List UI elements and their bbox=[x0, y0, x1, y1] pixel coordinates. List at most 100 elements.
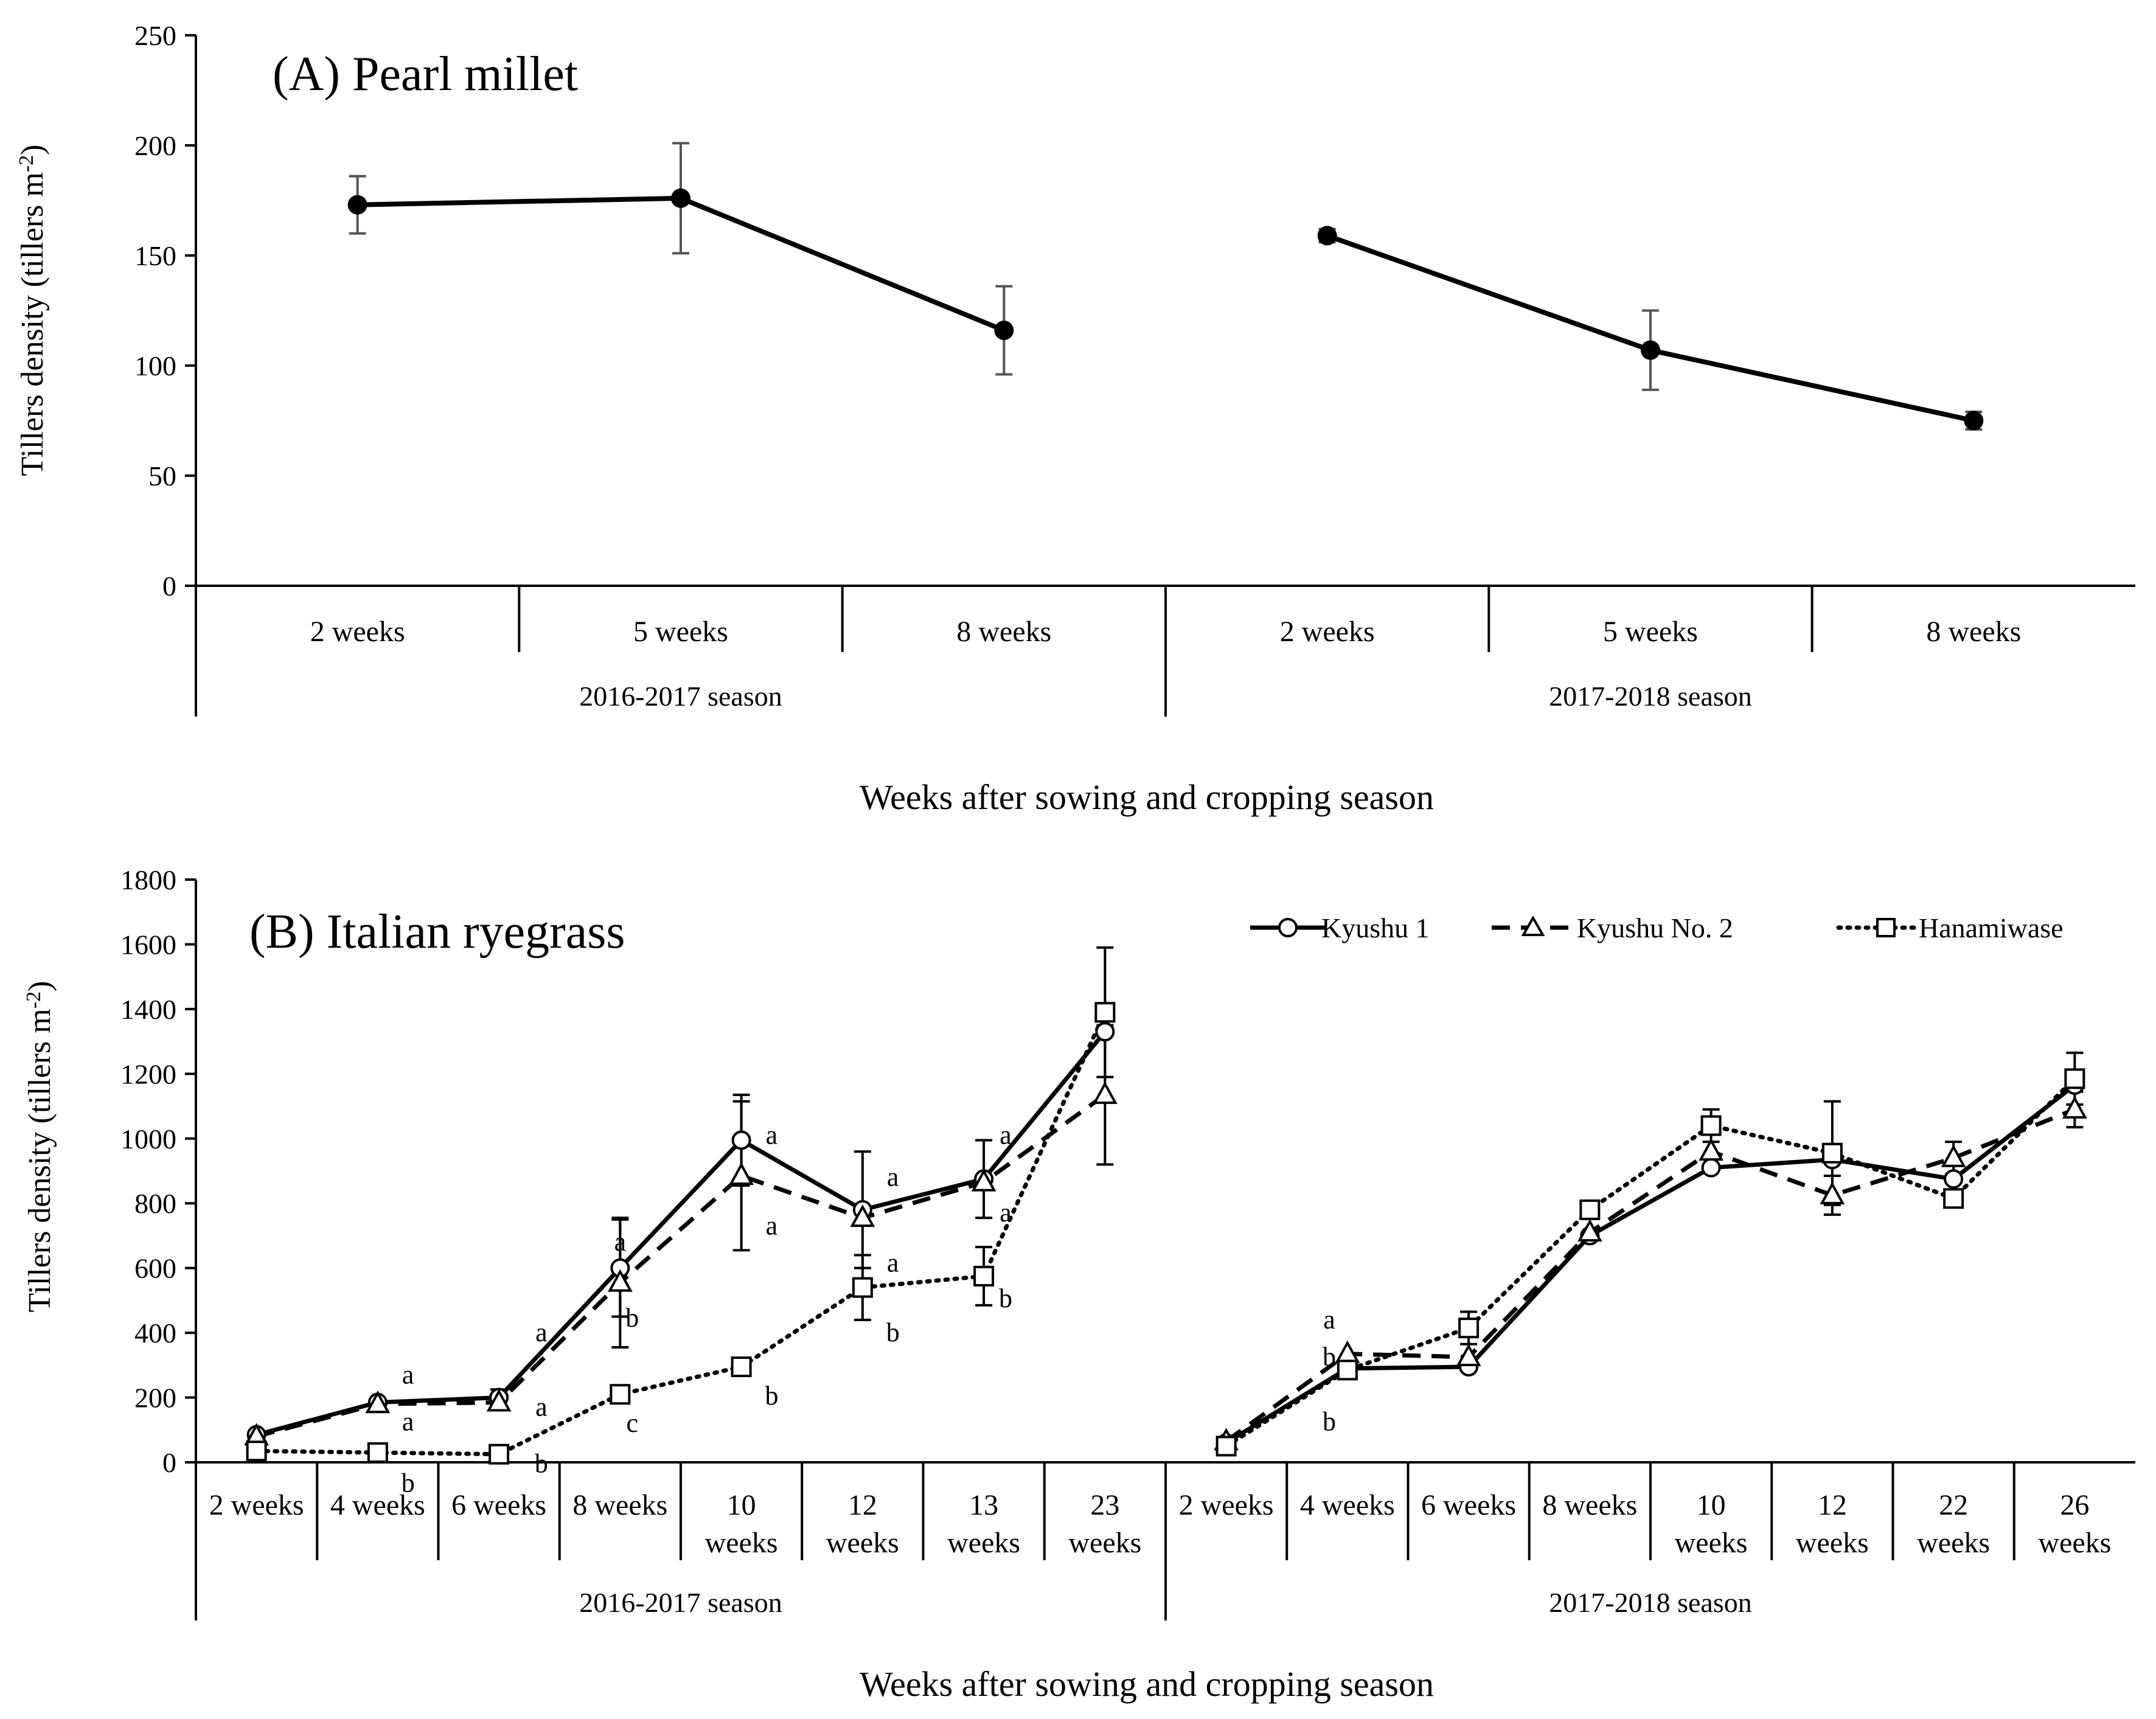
panel-b-point-hanamiwase bbox=[610, 1384, 631, 1405]
panel-b-point-hanamiwase bbox=[1458, 1318, 1480, 1339]
legend-marker-kyushu-no-2 bbox=[1521, 915, 1545, 936]
panel-a-y-axis-title-end: ) bbox=[15, 145, 50, 155]
panel-a-season-label: 2017-2018 season bbox=[1549, 681, 1751, 712]
panel-b-series-line-kyushu-1 bbox=[1225, 1083, 2076, 1445]
panel-b-y-axis-title-superscript: -2 bbox=[23, 991, 45, 1009]
panel-b-point-kyushu-no-2 bbox=[486, 1389, 512, 1412]
panel-a-y-axis-title-superscript: -2 bbox=[15, 155, 38, 172]
legend-marker-hanamiwase bbox=[1876, 918, 1896, 937]
panel-a-y-tick-label: 100 bbox=[134, 350, 176, 381]
panel-b-y-tick-label: 1000 bbox=[120, 1123, 176, 1155]
panel-b-y-tick-label: 0 bbox=[162, 1447, 176, 1478]
panel-b-x-tick-label: 8 weeks bbox=[1542, 1489, 1637, 1521]
panel-b-x-tick-label: weeks bbox=[1917, 1527, 1990, 1559]
panel-b-x-tick-label: weeks bbox=[705, 1527, 778, 1559]
panel-b-x-tick-label: 13 bbox=[969, 1489, 998, 1521]
panel-a-x-tick-label: 2 weeks bbox=[1280, 616, 1375, 648]
panel-b-significance-letter: a bbox=[766, 1210, 778, 1240]
panel-b-season-label: 2016-2017 season bbox=[579, 1587, 782, 1618]
panel-b-significance-letter: a bbox=[402, 1360, 414, 1389]
panel-b-point-hanamiwase bbox=[489, 1443, 510, 1465]
panel-b-significance-letter: b bbox=[999, 1283, 1012, 1313]
panel-b-point-kyushu-1 bbox=[1944, 1169, 1964, 1189]
panel-b-significance-letter: a bbox=[614, 1227, 627, 1257]
panel-b-significance-letter: a bbox=[1000, 1120, 1012, 1150]
panel-b-point-kyushu-1 bbox=[731, 1130, 751, 1150]
panel-b-significance-letter: a bbox=[1000, 1198, 1012, 1228]
panel-a-season-label: 2016-2017 season bbox=[579, 681, 782, 712]
panel-b-y-axis-title-end: ) bbox=[23, 981, 57, 991]
panel-b-significance-letter: c bbox=[627, 1408, 639, 1438]
panel-b-y-tick-label: 800 bbox=[134, 1188, 176, 1219]
panel-a-plot: 0 50 100 150 200 250 2 weeks 5 weeks 8 weeks 2016… bbox=[134, 20, 2135, 717]
panel-a-y-tick-label: 200 bbox=[134, 130, 176, 161]
panel-b-x-tick-label: weeks bbox=[1068, 1527, 1141, 1559]
panel-b-x-tick-label: 10 bbox=[1697, 1489, 1726, 1521]
panel-b-y-tick-label: 1800 bbox=[120, 864, 176, 895]
panel-b-x-tick-label: 8 weeks bbox=[572, 1489, 667, 1521]
panel-b-x-axis-title: Weeks after sowing and cropping season bbox=[860, 1664, 1434, 1704]
panel-b-series-line-kyushu-1 bbox=[256, 1030, 1107, 1437]
panel-b-point-hanamiwase bbox=[1700, 1115, 1722, 1136]
panel-b-x-tick-label: weeks bbox=[1796, 1527, 1869, 1559]
panel-a-y-axis-title: Tillers density (tillers m-2) bbox=[15, 145, 50, 476]
panel-a-title: (A) Pearl millet bbox=[273, 47, 578, 101]
legend-label-kyushu-1: Kyushu 1 bbox=[1321, 912, 1430, 943]
panel-b-y-tick-label: 400 bbox=[134, 1318, 176, 1349]
panel-b-significance-letter: a bbox=[887, 1248, 899, 1278]
panel-a-x-axis-title: Weeks after sowing and cropping season bbox=[860, 777, 1434, 817]
legend: Kyushu 1 Kyushu No. 2 Hanamiwase bbox=[1250, 912, 2064, 943]
panel-a-x-tick-label: 8 weeks bbox=[1926, 616, 2021, 648]
panel-a-y-tick-label: 0 bbox=[162, 571, 176, 602]
panel-b-x-tick-label: 4 weeks bbox=[1300, 1489, 1395, 1521]
panel-b-x-tick-label: 2 weeks bbox=[209, 1489, 304, 1521]
panel-b-y-axis-title: Tillers density (tillers m-2) bbox=[23, 981, 57, 1313]
panel-b-significance-letter: a bbox=[535, 1318, 548, 1347]
panel-b-point-hanamiwase bbox=[2064, 1068, 2085, 1089]
panel-b-x-tick-label: 6 weeks bbox=[1421, 1489, 1516, 1521]
panel-b-y-tick-label: 200 bbox=[134, 1383, 176, 1414]
panel-b-point-hanamiwase bbox=[246, 1440, 267, 1462]
panel-b-point-kyushu-no-2 bbox=[729, 1162, 754, 1185]
panel-b-series-line-kyushu-no-2 bbox=[1225, 1107, 2076, 1443]
panel-b-point-kyushu-no-2 bbox=[971, 1169, 996, 1192]
panel-b-point-hanamiwase bbox=[731, 1356, 752, 1377]
panel-b-significance-letter: b bbox=[402, 1468, 415, 1498]
panel-b-point-kyushu-no-2 bbox=[1699, 1137, 1724, 1161]
panel-a-data-point bbox=[671, 188, 690, 208]
panel-b-y-axis-title-main: Tillers density (tillers m bbox=[23, 1009, 57, 1312]
panel-b-point-hanamiwase bbox=[1943, 1188, 1964, 1209]
panel-b-title: (B) Italian ryegrass bbox=[249, 905, 625, 959]
panel-b-y-tick-label: 1200 bbox=[120, 1058, 176, 1089]
panel-b-x-tick-label: weeks bbox=[826, 1527, 899, 1559]
panel-b-point-hanamiwase bbox=[852, 1277, 873, 1298]
panel-b-x-tick-label: 12 bbox=[1818, 1489, 1847, 1521]
panel-b-significance-letter: b bbox=[765, 1381, 778, 1411]
panel-a-data-point bbox=[347, 195, 367, 215]
panel-b-significance-letter: a bbox=[766, 1120, 778, 1150]
panel-b-plot: 0 200 400 600 800 1000 1200 1400 1600 1800 2 weeks… bbox=[120, 864, 2135, 1620]
panel-b-point-kyushu-1 bbox=[1701, 1158, 1721, 1178]
panel-b-significance-letter: a bbox=[887, 1162, 899, 1192]
panel-b-season-label: 2017-2018 season bbox=[1549, 1587, 1751, 1618]
panel-b-x-tick-label: 22 bbox=[1939, 1489, 1968, 1521]
panel-b-point-hanamiwase bbox=[367, 1442, 388, 1464]
panel-b-point-kyushu-1 bbox=[1095, 1022, 1115, 1042]
panel-a-data-point bbox=[1964, 411, 1984, 431]
panel-b-x-tick-label: 6 weeks bbox=[451, 1489, 546, 1521]
panel-b-y-tick-label: 1400 bbox=[120, 994, 176, 1025]
panel-b-point-hanamiwase bbox=[1094, 1002, 1116, 1023]
panel-b-significance-letter: a bbox=[1323, 1305, 1335, 1335]
panel-b-significance-letter: a bbox=[535, 1392, 548, 1422]
panel-a-x-tick-label: 2 weeks bbox=[310, 616, 405, 648]
panel-b-point-kyushu-no-2 bbox=[608, 1269, 633, 1292]
panel-b-point-kyushu-no-2 bbox=[850, 1204, 875, 1228]
panel-a-x-tick-label: 8 weeks bbox=[956, 616, 1051, 648]
panel-b-point-kyushu-no-2 bbox=[2062, 1096, 2087, 1119]
legend-label-hanamiwase: Hanamiwase bbox=[1919, 912, 2064, 943]
panel-b-point-kyushu-no-2 bbox=[1577, 1218, 1602, 1242]
panel-b-x-tick-label: 26 bbox=[2060, 1489, 2089, 1521]
panel-b-point-kyushu-no-2 bbox=[1941, 1144, 1966, 1167]
